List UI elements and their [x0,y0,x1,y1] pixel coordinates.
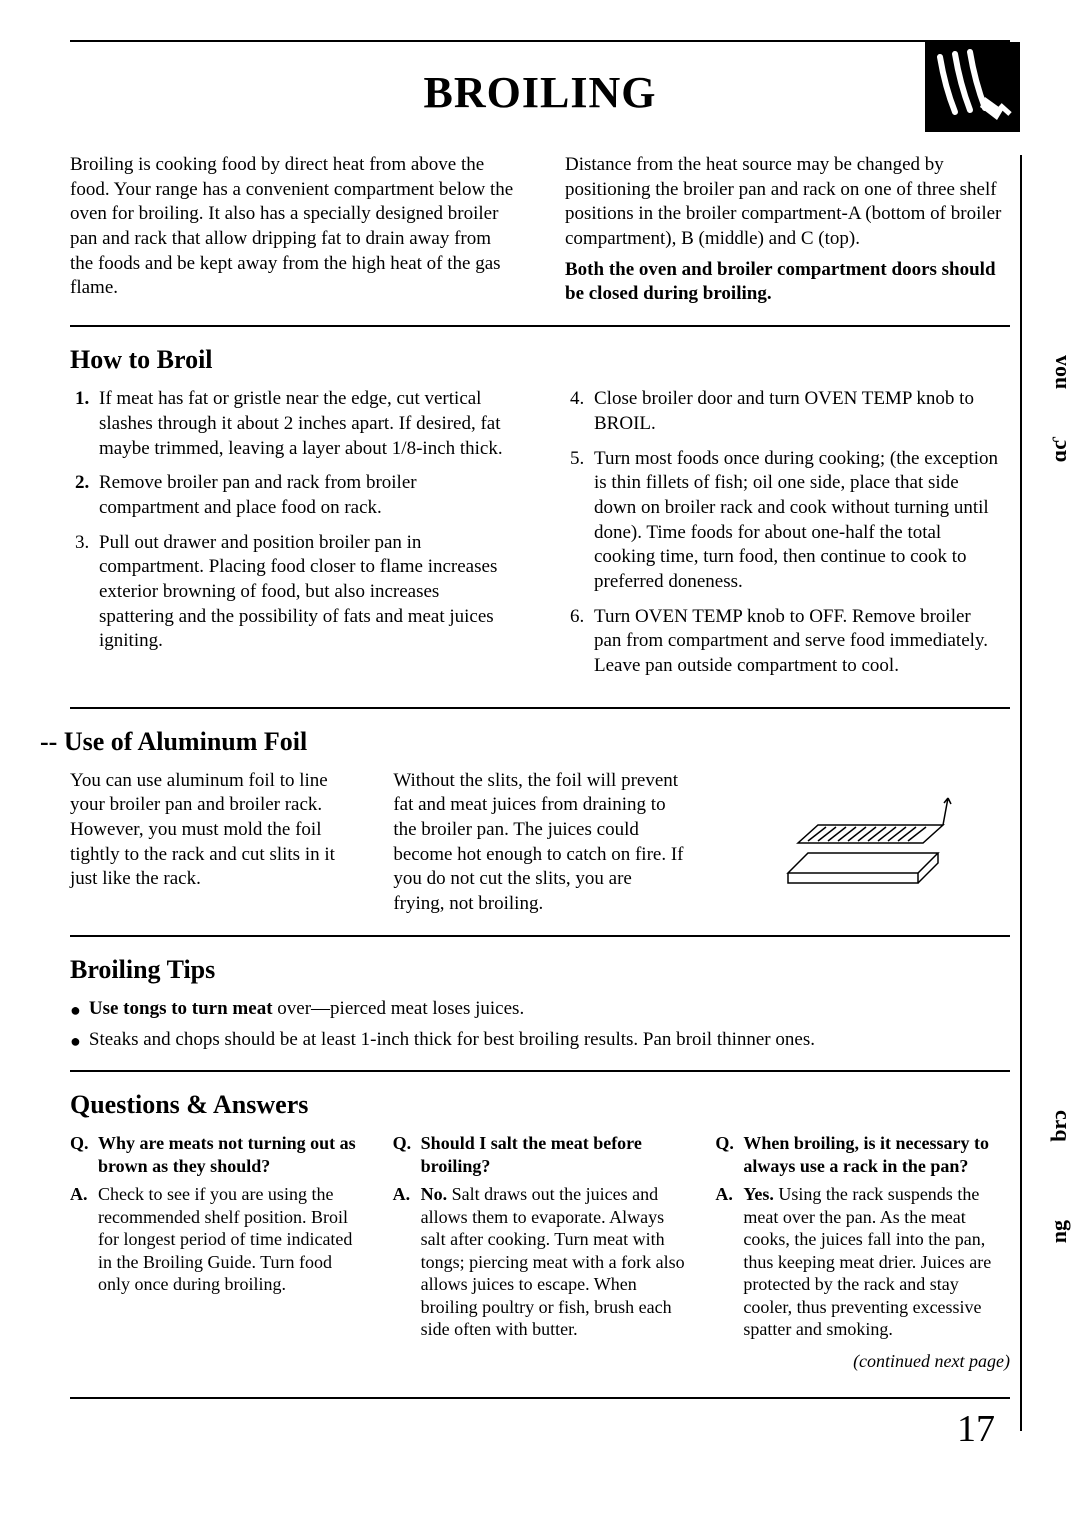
aluminum-text-2: Without the slits, the foil will prevent… [393,769,686,917]
step-number: 4. [570,387,588,436]
qa-item-1: Q. Why are meats not turning out as brow… [70,1132,365,1341]
bullet-icon: ● [70,997,81,1022]
step-text: Remove broiler pan and rack from broiler… [99,471,515,520]
step-number: 2. [75,471,93,520]
a-rest: Using the rack suspends the meat over th… [743,1184,991,1339]
qa-item-3: Q. When broiling, is it necessary to alw… [715,1132,1010,1341]
tip-text: Use tongs to turn meat over—pierced meat… [89,997,1010,1022]
step-text: If meat has fat or gristle near the edge… [99,387,515,461]
howto-step-4: 4. Close broiler door and turn OVEN TEMP… [565,387,1010,436]
broil-icon [925,42,1020,132]
divider [70,935,1010,937]
a-rest: Salt draws out the juices and allows the… [421,1184,685,1339]
intro-left-text: Broiling is cooking food by direct heat … [70,153,515,307]
tip-bold: Use tongs to turn meat [89,998,277,1019]
howto-step-1: 1. If meat has fat or gristle near the e… [70,387,515,461]
step-text: Turn most foods once during cooking; (th… [594,447,1010,595]
step-number: 6. [570,605,588,679]
howto-step-3: 3. Pull out drawer and position broiler … [70,531,515,654]
intro-right-p2: Both the oven and broiler compartment do… [565,258,1010,307]
step-text: Pull out drawer and position broiler pan… [99,531,515,654]
step-text: Close broiler door and turn OVEN TEMP kn… [594,387,1010,436]
tips-heading: Broiling Tips [70,955,1010,985]
a-label: A. [70,1183,92,1296]
a-label: A. [715,1183,737,1341]
aluminum-heading: -- Use of Aluminum Foil [40,727,1010,757]
tab-text-2: ɑƈ [1046,440,1072,462]
step-number: 3. [75,531,93,654]
a-label: A. [393,1183,415,1341]
bottom-rule [70,1397,1010,1399]
divider [70,1070,1010,1072]
a-text: Yes. Using the rack suspends the meat ov… [743,1183,1010,1341]
howto-step-5: 5. Turn most foods once during cooking; … [565,447,1010,595]
q-label: Q. [393,1132,415,1177]
page-title: BROILING [424,67,657,118]
q-label: Q. [715,1132,737,1177]
divider [70,707,1010,709]
tab-text-3: brɔ [1046,1110,1072,1142]
howto-step-6: 6. Turn OVEN TEMP knob to OFF. Remove br… [565,605,1010,679]
tab-text-1: noʌ [1046,355,1072,389]
a-text: Check to see if you are using the recomm… [98,1183,365,1296]
a-bold: Yes. [743,1184,778,1204]
a-text: No. Salt draws out the juices and allows… [421,1183,688,1341]
step-number: 5. [570,447,588,595]
tip-item: ● Steaks and chops should be at least 1-… [70,1028,1010,1053]
howto-heading: How to Broil [70,345,1010,375]
broiler-pan-illustration [717,769,1010,917]
howto-step-2: 2. Remove broiler pan and rack from broi… [70,471,515,520]
tip-item: ● Use tongs to turn meat over—pierced me… [70,997,1010,1022]
step-number: 1. [75,387,93,461]
top-rule [70,40,1010,42]
continued-text: (continued next page) [70,1351,1010,1372]
q-label: Q. [70,1132,92,1177]
divider [70,325,1010,327]
q-text: Why are meats not turning out as brown a… [98,1132,365,1177]
tip-text: Steaks and chops should be at least 1-in… [89,1028,1010,1053]
bullet-icon: ● [70,1028,81,1053]
tab-text-4: ng [1046,1220,1072,1243]
qa-item-2: Q. Should I salt the meat before broilin… [393,1132,688,1341]
q-text: Should I salt the meat before broiling? [421,1132,688,1177]
qa-heading: Questions & Answers [70,1090,1010,1120]
q-text: When broiling, is it necessary to always… [743,1132,1010,1177]
aluminum-text-1: You can use aluminum foil to line your b… [70,769,363,917]
page-number: 17 [957,1407,995,1451]
tip-rest: over—pierced meat loses juices. [277,998,524,1019]
a-bold: No. [421,1184,452,1204]
intro-right-p1: Distance from the heat source may be cha… [565,153,1010,252]
right-border [1020,155,1022,1431]
step-text: Turn OVEN TEMP knob to OFF. Remove broil… [594,605,1010,679]
